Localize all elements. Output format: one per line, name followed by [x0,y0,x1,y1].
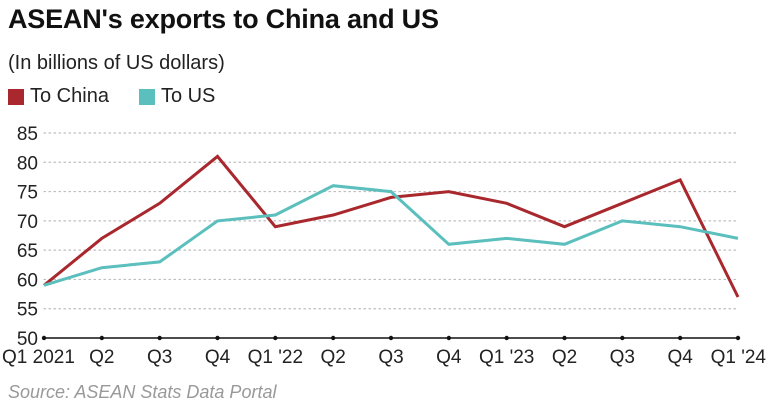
legend: To China To US [8,85,245,108]
legend-swatch-us [138,88,155,105]
x-tick-mark [41,335,47,341]
x-tick-label: Q4 [667,347,693,368]
source-note: Source: ASEAN Stats Data Portal [8,382,277,402]
y-tick-label: 65 [17,241,38,262]
x-tick-label: Q2 [89,347,114,368]
legend-swatch-china [8,88,24,105]
x-tick-label: Q2 [552,347,577,368]
y-axis-ticks: 50 55 60 65 70 75 80 85 [17,124,38,350]
legend-label-china: To China [30,85,109,107]
series-line-china [43,154,740,298]
x-tick-mark [620,335,625,341]
y-tick-label: 55 [17,300,38,321]
x-tick-label: Q1 '23 [479,347,534,368]
series-line-us [43,184,739,287]
series-lines [43,154,740,298]
x-tick-mark [388,335,394,341]
y-tick-label: 75 [17,183,38,204]
x-tick-mark [99,335,105,341]
y-tick-label: 80 [17,153,38,174]
chart-title: ASEAN's exports to China and US [8,4,439,34]
legend-item-china: To China [8,85,109,108]
x-tick-label: Q3 [610,347,635,368]
legend-label-us: To US [160,85,216,107]
y-tick-label: 60 [17,270,38,291]
x-tick-mark [677,335,683,341]
x-tick-mark [562,335,567,341]
chart-subtitle: (In billions of US dollars) [8,52,225,74]
x-tick-label: Q3 [147,347,172,368]
line-chart: 50 55 60 65 70 75 80 85 Q1 2021 Q2 Q3 Q4 Q1 '22 Q2 Q3… [2,124,767,368]
legend-item-us: To US [138,85,216,108]
y-tick-label: 70 [17,212,38,233]
x-tick-label: Q2 [320,347,345,368]
x-tick-label: Q1 '22 [248,347,303,368]
x-tick-mark [157,335,162,341]
x-tick-mark [504,335,509,341]
x-tick-mark [446,335,452,341]
y-tick-label: 50 [17,329,38,350]
x-tick-label: Q4 [436,347,462,368]
x-tick-mark [215,335,220,341]
x-tick-label: Q4 [205,347,231,368]
x-tick-mark [735,335,741,341]
x-tick-label: Q1 2021 [2,347,75,368]
grid-lines [43,132,739,310]
y-tick-label: 85 [17,124,38,145]
x-axis: Q1 2021 Q2 Q3 Q4 Q1 '22 Q2 Q3 Q4 Q1 '23 Q2 Q3 Q4 Q1 … [2,335,767,368]
x-tick-label: Q3 [378,347,403,368]
x-tick-label: Q1 '24 [711,347,767,368]
x-tick-mark [273,335,278,341]
x-tick-mark [330,335,336,341]
